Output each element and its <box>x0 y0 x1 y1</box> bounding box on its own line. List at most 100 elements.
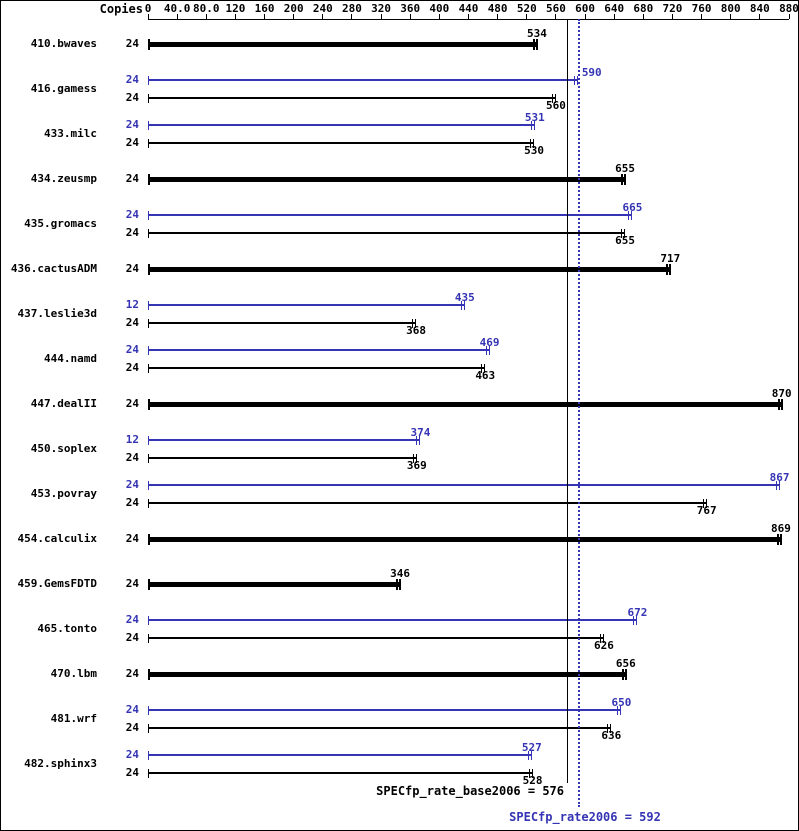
benchmark-label: 482.sphinx3 <box>24 757 97 770</box>
bar-peak <box>148 79 578 81</box>
value-label: 672 <box>627 606 648 619</box>
bar-end-tick <box>576 75 578 85</box>
x-axis-tick <box>642 14 644 19</box>
bar-base <box>148 322 417 324</box>
bar-base-only <box>148 41 537 47</box>
bar-base-only <box>148 671 626 677</box>
bar-peak <box>148 709 622 711</box>
x-axis-tick-label: 40.0 <box>163 2 191 15</box>
copies-label: 24 <box>125 613 139 626</box>
x-axis-tick-label: 280 <box>342 2 362 15</box>
x-axis-tick <box>555 14 557 19</box>
value-label: 527 <box>521 741 542 754</box>
bar-base-only <box>148 581 401 587</box>
bar-end-tick <box>530 120 532 130</box>
bar-peak <box>148 214 633 216</box>
x-axis-tick-label: 440 <box>458 2 479 15</box>
bar-start-tick <box>148 345 149 355</box>
bar-start-tick <box>148 453 149 463</box>
bar-start-tick <box>148 75 149 85</box>
bar-base <box>148 457 417 459</box>
x-axis-tick <box>205 14 207 19</box>
bar-end-tick <box>530 750 532 760</box>
copies-label: 24 <box>125 208 139 221</box>
bar-end-tick <box>775 480 777 490</box>
x-axis-tick-label: 320 <box>371 2 392 15</box>
reference-line-peak <box>578 19 581 807</box>
value-label: 767 <box>696 504 717 517</box>
bar-end-tick <box>530 138 532 148</box>
reference-line-base <box>567 19 569 783</box>
x-axis-tick-label: 480 <box>487 2 508 15</box>
bar-start-tick <box>148 38 150 50</box>
value-label: 655 <box>615 162 636 175</box>
bar-base-only <box>148 176 626 182</box>
x-axis-tick-label: 520 <box>516 2 537 15</box>
benchmark-label: 410.bwaves <box>30 37 97 50</box>
copies-label: 24 <box>125 262 139 275</box>
bar-base <box>148 232 626 234</box>
bar-start-tick <box>148 480 149 490</box>
copies-label: 24 <box>125 496 139 509</box>
bar-start-tick <box>148 173 150 185</box>
copies-label: 24 <box>125 226 139 239</box>
copies-label: 24 <box>125 397 139 410</box>
benchmark-label: 436.cactusADM <box>10 262 97 275</box>
value-label: 534 <box>527 27 547 40</box>
bar-end-tick <box>535 38 538 50</box>
copies-label: 24 <box>125 748 139 761</box>
copies-label: 24 <box>125 703 139 716</box>
copies-label: 24 <box>125 316 139 329</box>
bar-end-tick <box>533 138 535 148</box>
x-axis-tick-label: 880 <box>779 2 799 15</box>
bar-base-only <box>148 266 671 272</box>
bar-start-tick <box>148 578 150 590</box>
value-label: 560 <box>545 99 566 112</box>
bar-base-only <box>148 536 781 542</box>
bar-end-tick <box>460 300 462 310</box>
benchmark-label: 433.milc <box>44 127 97 140</box>
copies-label: 24 <box>125 532 139 545</box>
value-label: 656 <box>615 657 636 670</box>
bar-end-tick <box>620 705 622 715</box>
bar-end-tick <box>533 120 535 130</box>
value-label: 435 <box>454 291 475 304</box>
bar-end-tick <box>666 263 669 275</box>
bar-end-tick <box>621 668 624 680</box>
bar-peak <box>148 754 532 756</box>
bar-end-tick <box>416 435 418 445</box>
x-axis-tick-label: 0 <box>144 2 152 15</box>
value-label: 469 <box>479 336 500 349</box>
x-axis-tick <box>380 14 382 19</box>
benchmark-label: 434.zeusmp <box>30 172 97 185</box>
value-label: 867 <box>769 471 790 484</box>
x-axis-tick <box>438 14 440 19</box>
benchmark-label: 437.leslie3d <box>17 307 97 320</box>
bar-end-tick <box>607 723 609 733</box>
x-axis-tick <box>468 14 469 19</box>
bar-end-tick <box>636 615 638 625</box>
copies-label: 24 <box>125 118 139 131</box>
bar-end-tick <box>463 300 465 310</box>
bar-start-tick <box>148 498 149 508</box>
bar-peak <box>148 484 780 486</box>
value-label: 369 <box>406 459 427 472</box>
value-label: 650 <box>611 696 632 709</box>
bar-end-tick <box>669 263 672 275</box>
bar-base <box>148 727 612 729</box>
copies-label: 24 <box>125 478 139 491</box>
peak-result-label: SPECfp_rate2006 = 592 <box>509 810 661 824</box>
value-label: 665 <box>622 201 643 214</box>
benchmark-label: 444.namd <box>44 352 97 365</box>
x-axis-tick <box>613 14 615 19</box>
bar-end-tick <box>624 173 627 185</box>
bar-end-tick <box>633 615 635 625</box>
bar-end-tick <box>617 705 619 715</box>
value-label: 528 <box>522 774 543 787</box>
bar-start-tick <box>148 398 150 410</box>
bar-end-tick <box>702 498 704 508</box>
bar-end-tick <box>554 93 556 103</box>
bar-end-tick <box>573 75 575 85</box>
value-label: 636 <box>601 729 622 742</box>
bar-start-tick <box>148 228 149 238</box>
